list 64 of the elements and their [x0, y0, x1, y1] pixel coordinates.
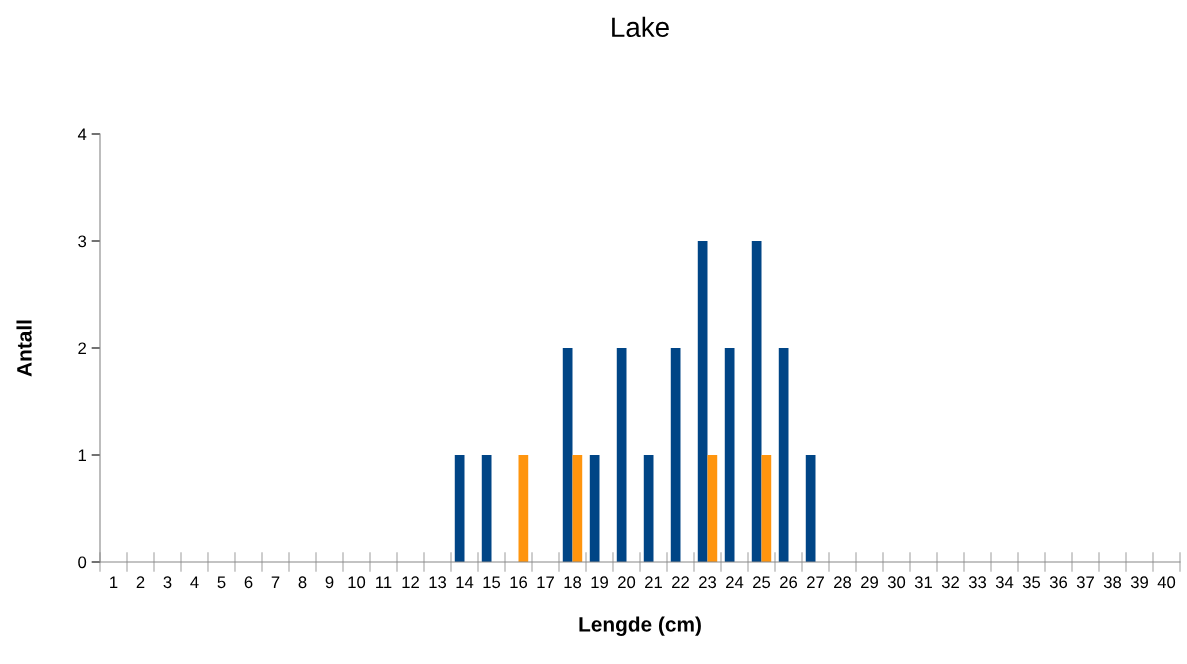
x-tick-label: 30	[887, 576, 906, 589]
x-tick-label: 9	[325, 576, 334, 589]
x-tick-label: 5	[217, 576, 226, 589]
x-tick-label: 13	[429, 576, 447, 589]
x-tick-label: 12	[402, 576, 419, 588]
chart-title: Lake	[612, 16, 669, 38]
x-tick-label: 35	[1022, 576, 1041, 589]
bar	[589, 455, 600, 562]
x-tick-label: 26	[780, 576, 798, 589]
x-tick-label: 24	[726, 576, 744, 588]
x-tick-label: 33	[968, 576, 987, 589]
bar	[481, 455, 492, 562]
y-tick-label: 3	[78, 235, 87, 248]
x-tick-label: 27	[807, 576, 824, 588]
x-tick-label: 2	[136, 576, 145, 588]
x-tick-label: 34	[995, 576, 1014, 589]
x-tick-label: 18	[564, 576, 582, 589]
x-tick-label: 1	[110, 576, 118, 588]
x-tick-label: 28	[834, 576, 852, 589]
x-tick-label: 36	[1049, 576, 1068, 589]
y-tick-label: 4	[77, 128, 87, 141]
x-tick-label: 31	[914, 576, 932, 589]
x-tick-label: 10	[348, 576, 366, 589]
x-tick-label: 15	[483, 576, 501, 589]
bar	[616, 348, 627, 562]
x-tick-label: 32	[941, 576, 959, 589]
bar	[643, 455, 654, 562]
bar	[562, 348, 573, 562]
x-tick-label: 29	[861, 576, 878, 589]
y-tick-label: 0	[78, 556, 87, 569]
x-tick-label: 20	[618, 576, 636, 589]
bar	[751, 241, 762, 562]
y-axis-title: Antall	[16, 320, 32, 377]
x-tick-label: 7	[271, 576, 280, 588]
bar	[778, 348, 789, 562]
bar	[670, 348, 681, 562]
bar	[707, 455, 718, 562]
x-tick-label: 38	[1103, 576, 1122, 589]
bar	[697, 241, 708, 562]
bar	[724, 348, 735, 562]
x-tick-label: 17	[537, 576, 554, 588]
x-tick-label: 11	[376, 576, 392, 588]
x-tick-label: 23	[699, 576, 717, 589]
x-tick-label: 25	[753, 576, 771, 589]
bar	[518, 455, 529, 562]
x-tick-label: 19	[591, 576, 608, 589]
x-tick-label: 14	[456, 576, 474, 588]
bar	[454, 455, 465, 562]
y-tick-label: 1	[78, 449, 86, 462]
x-tick-label: 40	[1157, 576, 1176, 589]
x-tick-label: 8	[298, 576, 307, 589]
x-tick-label: 37	[1076, 576, 1094, 589]
x-axis-title: Lengde (cm)	[579, 616, 701, 636]
y-tick-label: 2	[78, 342, 86, 355]
x-tick-label: 3	[163, 576, 172, 589]
bar	[805, 455, 816, 562]
x-tick-label: 39	[1130, 576, 1148, 589]
x-tick-label: 6	[244, 576, 253, 589]
x-tick-label: 21	[645, 576, 662, 588]
x-tick-label: 4	[190, 576, 199, 588]
bar	[572, 455, 583, 562]
x-tick-label: 22	[672, 576, 689, 588]
bar	[761, 455, 772, 562]
x-tick-label: 16	[510, 576, 528, 589]
